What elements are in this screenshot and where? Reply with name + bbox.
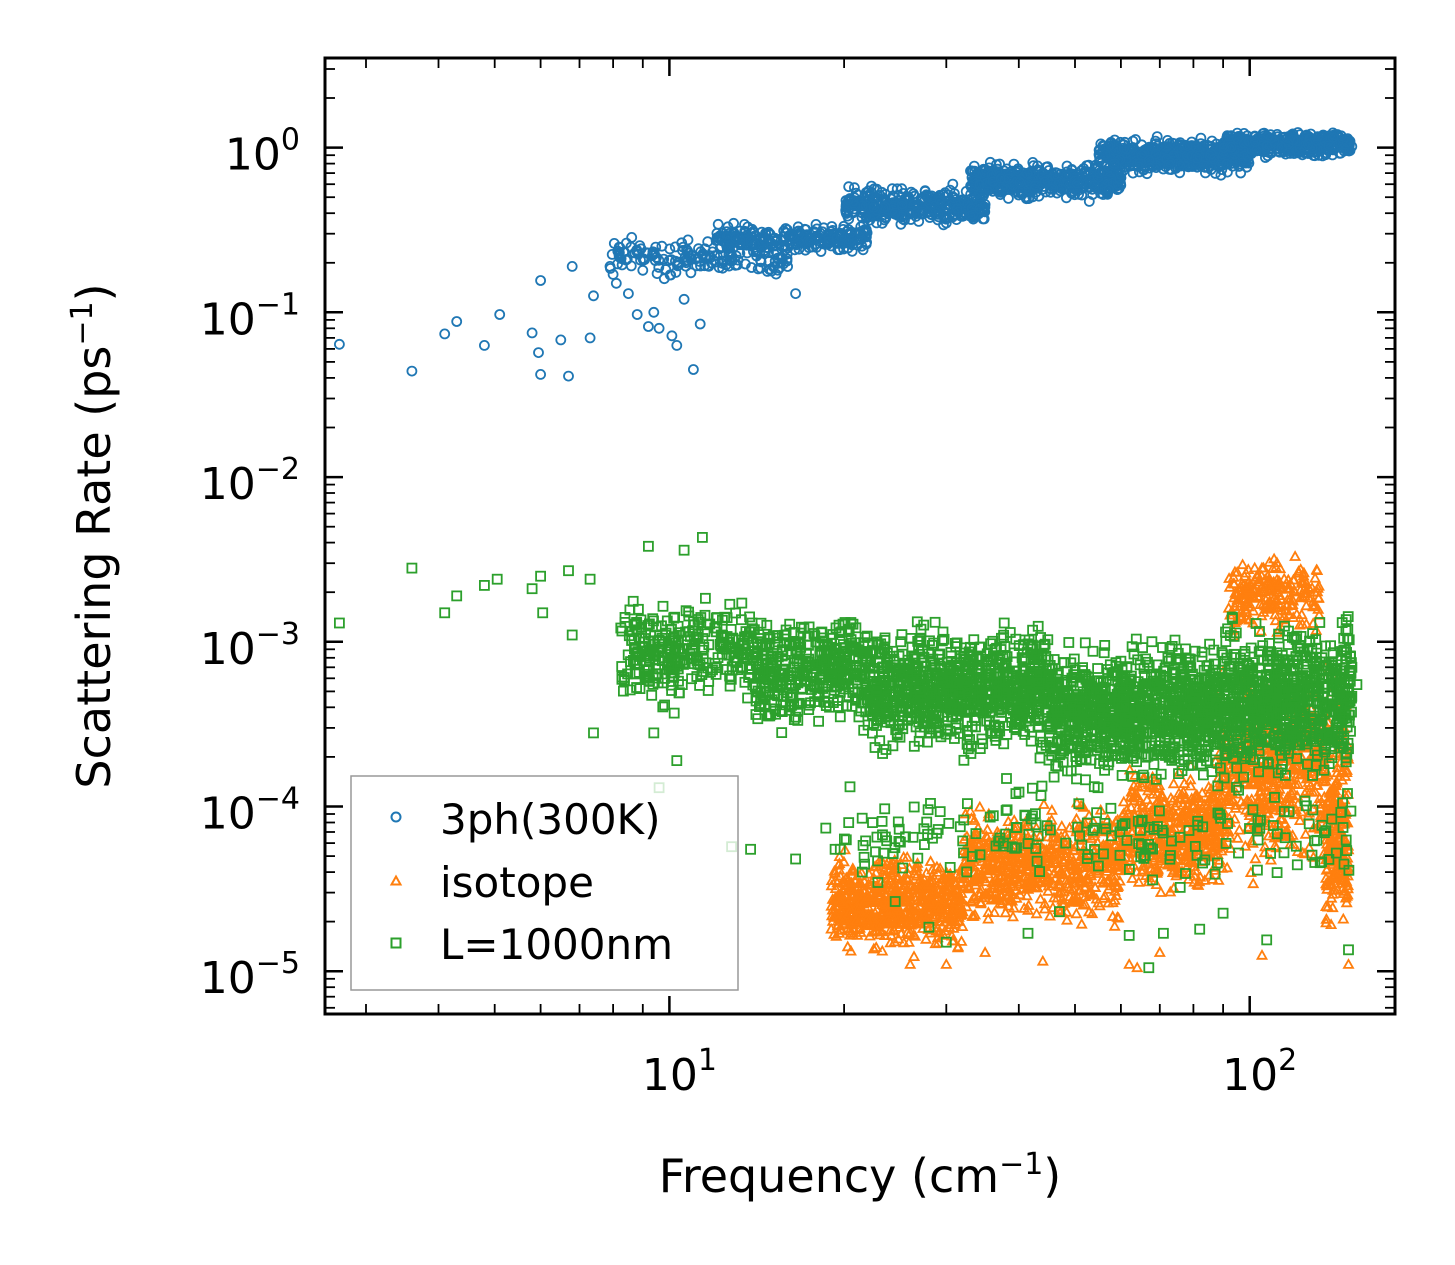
data-point xyxy=(607,268,619,280)
data-point xyxy=(756,226,768,238)
data-point xyxy=(854,226,866,238)
data-point xyxy=(653,254,665,266)
data-point xyxy=(730,236,741,248)
data-point xyxy=(746,262,757,273)
data-point xyxy=(811,223,823,235)
data-point xyxy=(478,339,490,351)
data-point xyxy=(694,318,706,330)
data-point xyxy=(677,241,689,253)
data-point xyxy=(653,322,665,334)
data-point xyxy=(682,234,694,246)
data-point xyxy=(817,226,828,238)
data-point xyxy=(664,243,676,255)
data-point xyxy=(691,260,702,272)
data-point xyxy=(786,229,798,241)
data-point xyxy=(641,247,653,259)
series-0-points xyxy=(333,127,1358,382)
data-point xyxy=(648,247,660,258)
data-point xyxy=(610,277,622,289)
data-point xyxy=(742,238,754,250)
data-point xyxy=(631,244,643,256)
data-point xyxy=(451,316,463,327)
data-point xyxy=(623,288,634,300)
data-point xyxy=(637,264,649,276)
data-point xyxy=(732,259,743,271)
data-point xyxy=(671,339,683,351)
data-point xyxy=(649,255,661,266)
data-point xyxy=(664,269,676,281)
data-point xyxy=(688,364,699,375)
data-point xyxy=(333,338,345,350)
data-point xyxy=(588,290,599,302)
data-point xyxy=(406,365,418,377)
data-point xyxy=(835,230,847,242)
data-point xyxy=(625,241,637,253)
data-point xyxy=(842,242,854,254)
data-point xyxy=(706,257,717,269)
data-point xyxy=(439,328,451,340)
data-point xyxy=(494,309,506,320)
data-point xyxy=(697,248,709,260)
data-point xyxy=(856,240,868,252)
data-point xyxy=(535,275,546,286)
data-point xyxy=(631,309,643,320)
data-point xyxy=(566,260,578,272)
data-point xyxy=(563,370,574,382)
data-point xyxy=(643,321,654,332)
data-point xyxy=(689,253,701,265)
data-point xyxy=(678,293,690,305)
data-point xyxy=(584,332,596,344)
data-point xyxy=(779,241,791,253)
data-point xyxy=(651,268,663,280)
data-point xyxy=(605,262,616,274)
data-point xyxy=(615,253,627,265)
data-point xyxy=(526,327,538,339)
data-point xyxy=(535,368,546,380)
data-point xyxy=(712,218,724,230)
data-point xyxy=(639,254,651,265)
data-point xyxy=(843,181,855,193)
data-point xyxy=(803,242,815,254)
data-point xyxy=(618,246,629,258)
data-point xyxy=(685,253,697,265)
data-point xyxy=(777,234,789,246)
data-point xyxy=(685,267,697,279)
data-point xyxy=(728,217,739,229)
data-point xyxy=(766,238,778,250)
data-point xyxy=(748,246,759,257)
data-point xyxy=(666,330,678,342)
data-point xyxy=(555,334,567,346)
data-point xyxy=(745,235,757,247)
data-point xyxy=(616,259,628,271)
data-point xyxy=(724,234,735,246)
data-point xyxy=(755,256,767,268)
data-point xyxy=(790,288,801,300)
data-marks xyxy=(333,127,1363,974)
data-point xyxy=(814,232,826,244)
data-point xyxy=(714,230,726,242)
data-point xyxy=(670,255,681,267)
data-point xyxy=(811,241,822,253)
data-point xyxy=(663,255,675,266)
data-point xyxy=(647,248,659,260)
data-point xyxy=(533,347,544,359)
data-point xyxy=(768,261,779,273)
data-point xyxy=(730,232,741,244)
data-point xyxy=(804,235,816,247)
data-point xyxy=(852,239,863,251)
data-point xyxy=(606,248,618,260)
data-point xyxy=(648,306,660,318)
